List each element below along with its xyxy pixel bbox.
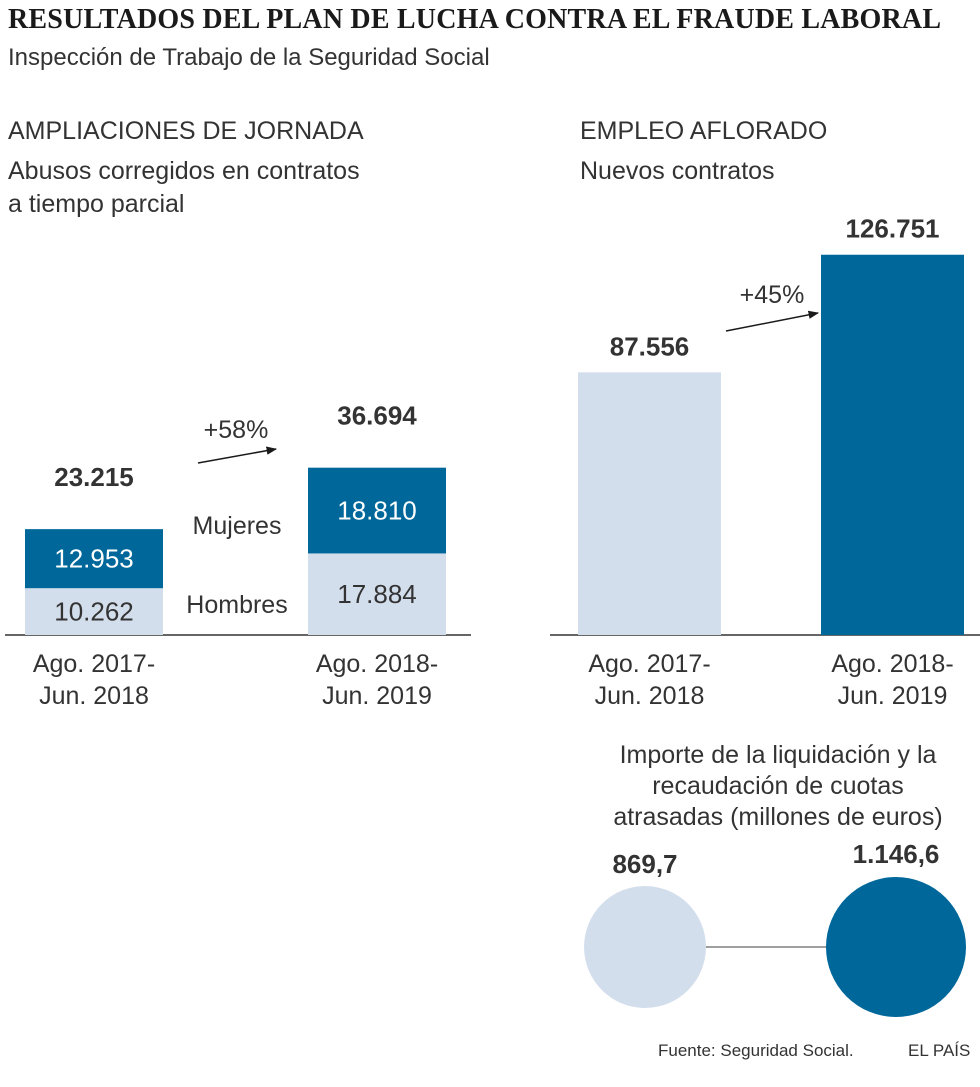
bar-label-hombres-1: 10.262 — [54, 597, 134, 627]
series-label-hombres: Hombres — [186, 591, 287, 619]
section-title-empleo: EMPLEO AFLORADO — [580, 117, 828, 145]
total-label-2: 36.694 — [337, 401, 417, 431]
section-subtitle-jornada-line-1: Abusos corregidos en contratos — [8, 157, 360, 185]
tick-label-jornada-1-1: Ago. 2017- — [33, 650, 155, 678]
chart-subtitle: Inspección de Trabajo de la Seguridad So… — [8, 44, 490, 71]
bubble-title-line-2: recaudación de cuotas — [652, 772, 904, 800]
publisher-credit: EL PAÍS — [908, 1041, 971, 1060]
change-arrow-jornada — [197, 446, 278, 464]
bar-mujeres-2 — [308, 467, 446, 554]
bar-empleo-1 — [578, 372, 721, 635]
source-note: Fuente: Seguridad Social. — [658, 1041, 854, 1060]
change-arrow-empleo — [725, 310, 820, 332]
bar-empleo-2 — [821, 254, 964, 635]
tick-label-empleo-1-1: Ago. 2017- — [588, 650, 710, 678]
tick-label-jornada-2-1: Ago. 2018- — [316, 650, 438, 678]
change-label-empleo: +45% — [740, 281, 805, 309]
value-label-empleo-2: 126.751 — [846, 214, 940, 244]
chart-title: RESULTADOS DEL PLAN DE LUCHA CONTRA EL F… — [8, 4, 942, 35]
bar-hombres-2 — [308, 553, 446, 635]
tick-label-empleo-1-2: Jun. 2018 — [595, 682, 705, 710]
section-title-jornada: AMPLIACIONES DE JORNADA — [8, 117, 364, 145]
bar-label-mujeres-1: 12.953 — [54, 544, 134, 574]
bubble-label-2: 1.146,6 — [853, 839, 940, 869]
tick-label-empleo-2-1: Ago. 2018- — [831, 650, 953, 678]
bubble-label-1: 869,7 — [612, 849, 677, 879]
tick-label-empleo-2-2: Jun. 2019 — [838, 682, 948, 710]
bar-label-hombres-2: 17.884 — [337, 579, 417, 609]
bubble-title-line-3: atrasadas (millones de euros) — [613, 803, 942, 831]
bubble-title-line-1: Importe de la liquidación y la — [620, 741, 937, 769]
series-label-mujeres: Mujeres — [193, 512, 282, 540]
tick-label-jornada-1-2: Jun. 2018 — [39, 682, 149, 710]
bar-mujeres-1 — [25, 529, 163, 589]
bubble-1 — [584, 886, 706, 1008]
section-subtitle-jornada-line-2: a tiempo parcial — [8, 190, 185, 218]
bar-hombres-1 — [25, 588, 163, 635]
change-label-jornada: +58% — [204, 416, 269, 444]
tick-label-jornada-2-2: Jun. 2019 — [322, 682, 432, 710]
bar-label-mujeres-2: 18.810 — [337, 496, 417, 526]
bubble-2 — [826, 877, 966, 1017]
total-label-1: 23.215 — [54, 462, 134, 492]
section-subtitle-empleo: Nuevos contratos — [580, 157, 775, 185]
value-label-empleo-1: 87.556 — [610, 331, 690, 361]
